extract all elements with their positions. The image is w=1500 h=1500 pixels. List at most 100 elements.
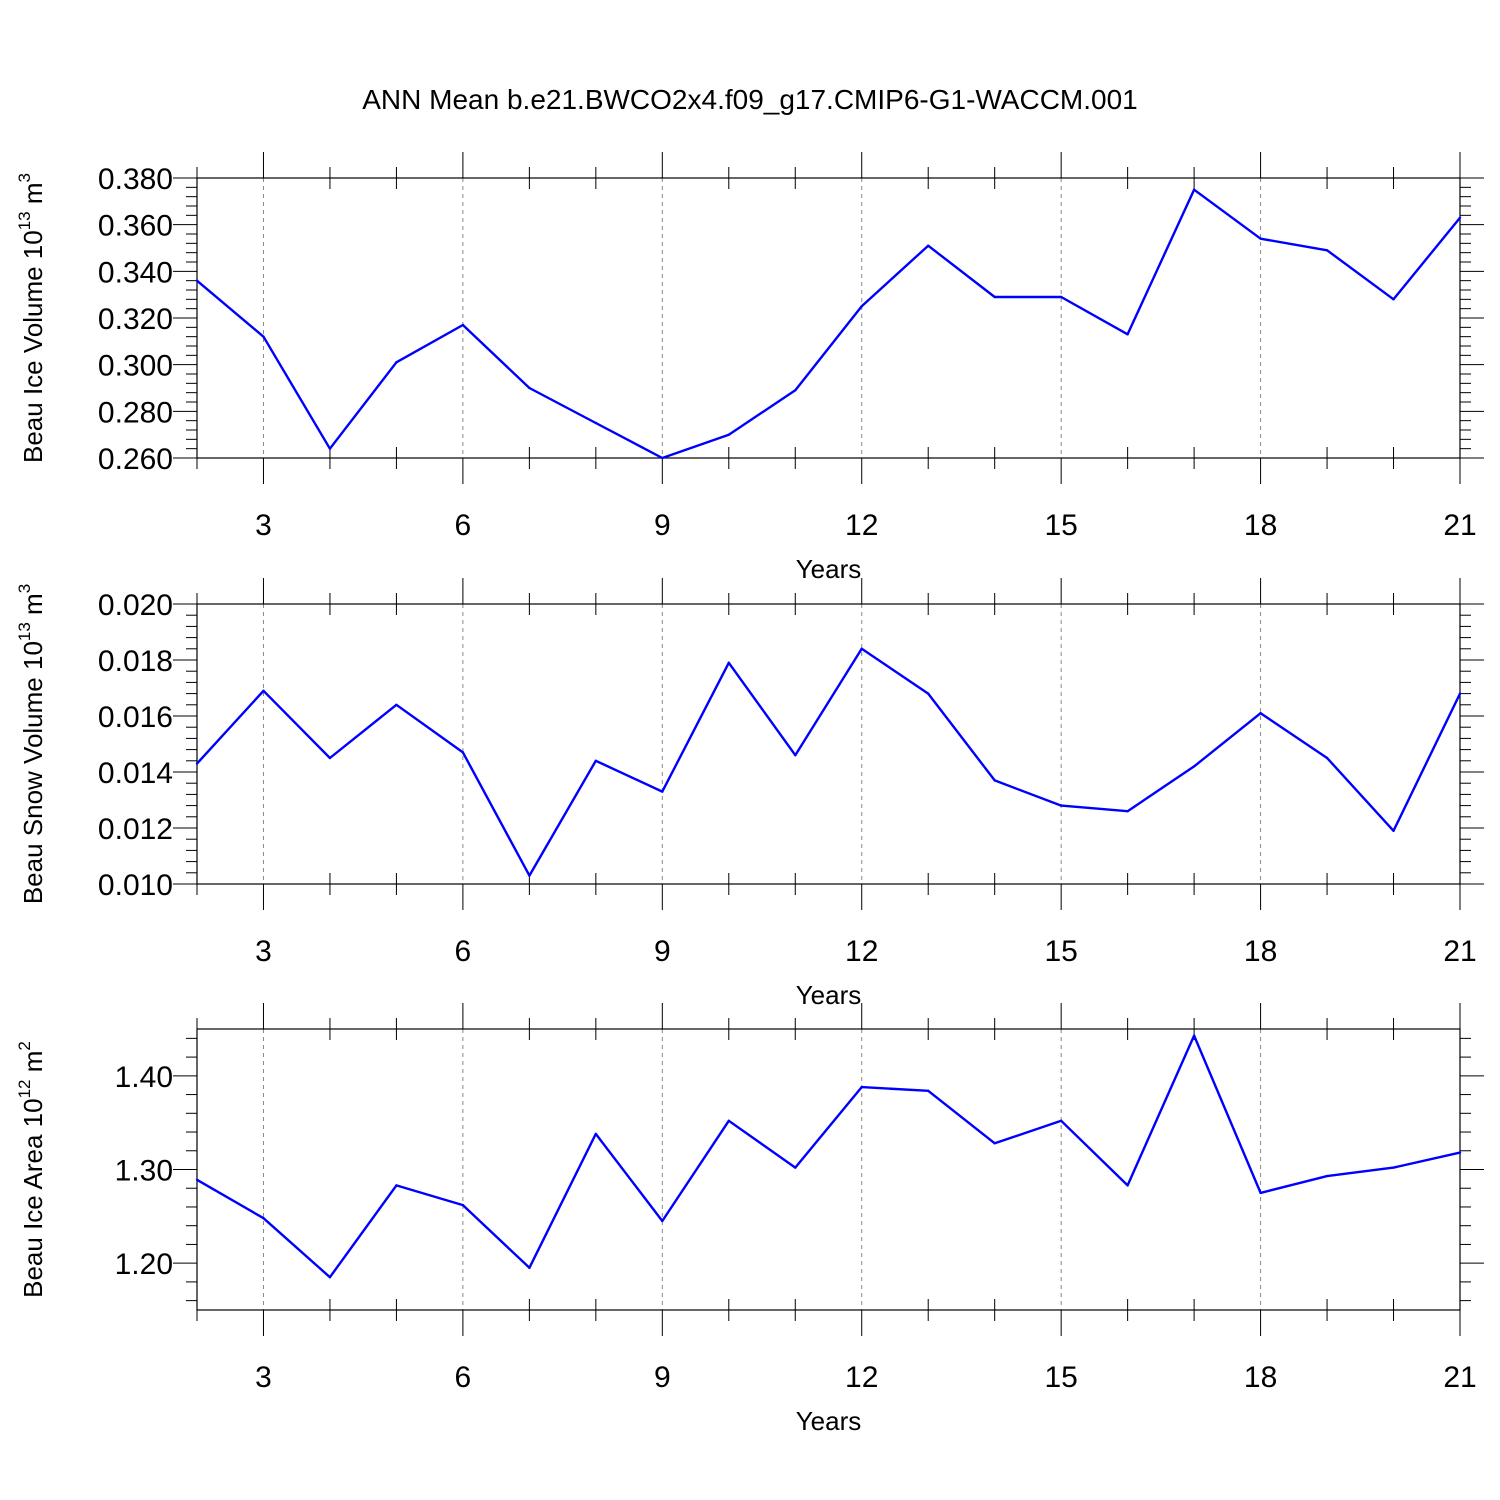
series-line [196,188,1461,460]
data-point [461,1203,465,1207]
data-point [661,456,664,460]
x-tick-label: 9 [654,509,671,542]
data-point [1126,810,1129,813]
data-point [993,295,996,299]
panel-1: 0.260 0.280 0.300 0.320 0.340 0.360 0.380 3 6 9 12… [15,152,1484,584]
y-tick-label: 0.016 [98,701,173,734]
data-point [195,279,199,282]
y-tick-label: 0.010 [98,869,173,902]
data-point [727,661,730,664]
y-axis-label: Beau Ice Volume 1013 m3 [15,173,48,463]
data-point [395,361,398,364]
y-tick-label: 1.30 [115,1155,173,1188]
x-tick-label: 3 [255,1361,272,1394]
data-point [1059,804,1063,807]
data-point [661,1219,664,1223]
y-tick-label: 0.360 [98,210,173,243]
data-point [1126,333,1129,336]
data-point [1192,765,1196,768]
series-line [196,1034,1461,1279]
data-point [594,759,598,762]
data-point [528,874,531,877]
data-point [1325,1174,1329,1178]
data-point [594,1132,598,1136]
x-tick-label: 15 [1044,509,1077,542]
data-point [328,447,332,450]
data-point [1392,829,1395,832]
data-point [860,647,863,650]
data-point [195,762,199,765]
x-tick-label: 12 [845,1361,878,1394]
data-point [1458,216,1462,219]
data-point [1259,237,1262,240]
data-point [328,1276,332,1279]
x-tick-label: 3 [255,935,272,968]
x-tick-label: 9 [654,1361,671,1394]
y-tick-label: 0.380 [98,163,173,196]
data-point [461,751,465,754]
y-tick-label: 0.012 [98,813,173,846]
x-tick-label: 3 [255,509,272,542]
plot-frame [196,603,1461,885]
data-point [262,1217,265,1220]
data-point [461,323,465,327]
data-point [1458,1151,1462,1154]
x-tick-label: 12 [845,509,878,542]
data-point [993,779,996,782]
data-point [594,421,598,425]
data-point [262,335,265,338]
x-tick-label: 18 [1244,509,1277,542]
y-axis-label: Beau Ice Area 1012 m2 [15,1041,48,1298]
y-tick-label: 0.340 [98,256,173,289]
y-tick-label: 0.014 [98,757,173,790]
data-point [528,386,531,390]
y-tick-label: 0.018 [98,645,173,678]
data-point [1259,712,1262,715]
data-point [1126,1184,1129,1187]
data-point [1325,756,1329,760]
x-tick-label: 9 [654,935,671,968]
data-point [1259,1191,1262,1195]
data-point [1059,295,1063,299]
data-point [1192,188,1196,191]
data-point [395,703,398,706]
x-tick-label: 21 [1443,935,1476,968]
y-tick-label: 0.260 [98,443,173,476]
x-tick-label: 15 [1044,935,1077,968]
data-point [794,389,797,392]
y-tick-label: 0.320 [98,303,173,336]
plot-frame [196,1028,1461,1311]
data-point [395,1184,398,1187]
x-tick-label: 6 [455,509,472,542]
data-point [328,756,332,760]
panel-3: 1.20 1.30 1.40 3 6 9 12 15 18 21 Years Beau Ice Are… [15,1003,1484,1436]
data-point [195,1178,199,1182]
data-point [927,244,930,247]
x-axis-label: Years [796,1406,862,1436]
data-point [927,1089,930,1093]
x-tick-label: 6 [455,1361,472,1394]
x-axis-label: Years [796,980,862,1010]
data-point [1458,692,1462,695]
y-tick-label: 0.020 [98,589,173,622]
data-point [661,790,664,793]
y-tick-label: 1.20 [115,1248,173,1281]
data-point [927,692,930,695]
data-point [1059,1119,1063,1122]
x-tick-label: 18 [1244,935,1277,968]
y-tick-label: 0.280 [98,396,173,429]
x-tick-label: 21 [1443,1361,1476,1394]
data-point [1392,1166,1395,1169]
y-tick-label: 0.300 [98,350,173,383]
page-title: ANN Mean b.e21.BWCO2x4.f09_g17.CMIP6-G1-… [362,84,1138,115]
series-line [196,647,1462,877]
data-point [727,1119,730,1122]
data-point [794,754,797,757]
x-axis-label: Years [796,554,862,584]
x-tick-label: 18 [1244,1361,1277,1394]
panel-2: 0.010 0.012 0.014 0.016 0.018 0.020 3 6 9 12 15 18 2… [15,578,1484,1010]
data-point [1392,298,1395,301]
x-tick-label: 21 [1443,509,1476,542]
data-point [528,1266,531,1270]
